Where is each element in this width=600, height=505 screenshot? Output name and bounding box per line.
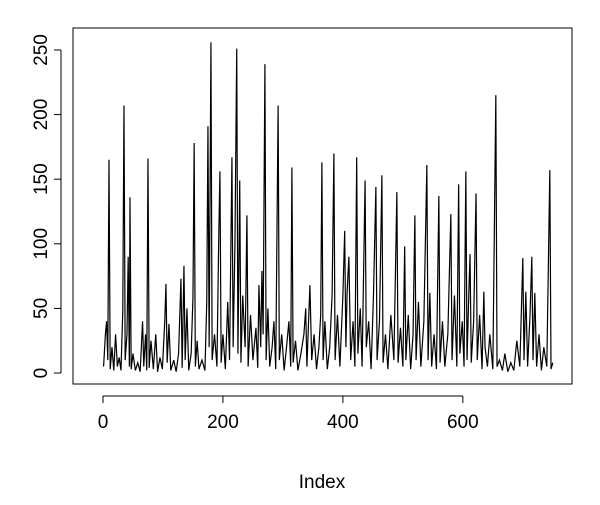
x-tick-label: 200 <box>207 412 239 433</box>
y-tick-label: 50 <box>31 298 52 319</box>
x-axis-label: Index <box>299 472 346 493</box>
y-tick-label: 200 <box>31 99 52 131</box>
y-tick-label: 150 <box>31 163 52 195</box>
x-tick-label: 0 <box>98 412 109 433</box>
y-tick-label: 250 <box>31 34 52 66</box>
y-tick-label: 100 <box>31 228 52 260</box>
y-tick-label: 0 <box>31 368 52 379</box>
plot-frame <box>72 27 573 385</box>
x-tick-label: 600 <box>447 412 479 433</box>
data-line <box>102 42 554 372</box>
x-tick-label: 400 <box>327 412 359 433</box>
